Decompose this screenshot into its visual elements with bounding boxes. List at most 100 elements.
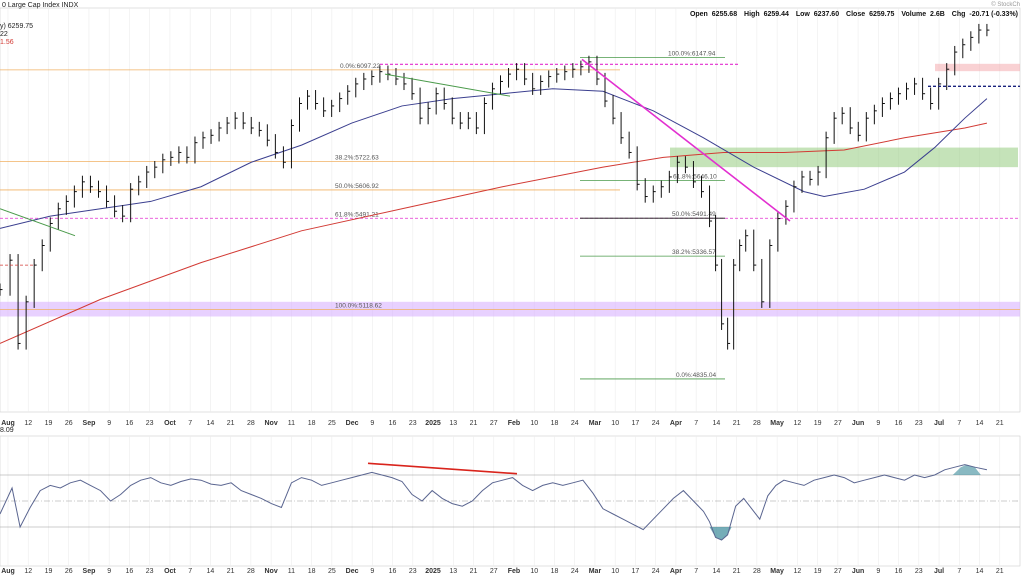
- fib-label-orange: 100.0%:5118.62: [335, 303, 382, 310]
- ma-200-line: [0, 122, 988, 344]
- fib-label-green: 50.0%:5491.49: [672, 211, 716, 218]
- x-tick-label-rsi: 24: [571, 568, 579, 575]
- x-tick-label-rsi: 23: [915, 568, 923, 575]
- fib-label-orange: 61.8%:5491.21: [335, 211, 379, 218]
- x-tick-label: 11: [288, 420, 295, 427]
- x-tick-label-rsi: Feb: [508, 568, 520, 575]
- x-tick-label-rsi: 21: [733, 568, 741, 575]
- x-tick-label: Feb: [508, 420, 520, 427]
- x-tick-label: Nov: [265, 420, 278, 427]
- x-tick-label: 2025: [425, 420, 441, 427]
- fib-label-green: 100.0%:6147.94: [668, 50, 716, 57]
- x-tick-label: 28: [247, 420, 255, 427]
- x-tick-label-rsi: 12: [24, 568, 32, 575]
- fib-label-orange: 50.0%:5606.92: [335, 183, 379, 190]
- x-tick-label-rsi: 16: [389, 568, 397, 575]
- resistance-zone-pink: [935, 63, 1020, 72]
- x-tick-label-rsi: 27: [834, 568, 842, 575]
- x-tick-label-rsi: 2025: [425, 568, 441, 575]
- x-tick-label: 23: [409, 420, 417, 427]
- x-tick-label-rsi: 23: [146, 568, 154, 575]
- x-tick-label-rsi: Dec: [346, 568, 359, 575]
- x-tick-label: Oct: [164, 420, 176, 427]
- x-tick-label-rsi: 19: [45, 568, 53, 575]
- x-tick-label: 18: [308, 420, 316, 427]
- trendline-green-top: [384, 73, 511, 97]
- fib-label-green: 61.8%:5646.10: [673, 173, 717, 180]
- x-tick-label: 7: [694, 420, 698, 427]
- x-tick-label: 14: [207, 420, 215, 427]
- chart-title: 0 Large Cap Index INDX: [2, 2, 79, 9]
- fib-label-orange: 0.0%:6097.22: [340, 63, 381, 70]
- x-tick-label: May: [770, 420, 784, 427]
- x-tick-label: 26: [65, 420, 73, 427]
- x-tick-label-rsi: 21: [470, 568, 478, 575]
- x-tick-label: 17: [632, 420, 640, 427]
- x-tick-label-rsi: 7: [694, 568, 698, 575]
- x-tick-label: 24: [652, 420, 660, 427]
- x-tick-label: 23: [146, 420, 154, 427]
- volume-label: Volume: [901, 11, 927, 18]
- fib-label-green: 38.2%:5336.57: [672, 249, 716, 256]
- x-tick-label-rsi: 7: [957, 568, 961, 575]
- x-tick-label: 10: [611, 420, 619, 427]
- x-tick-label: 16: [389, 420, 397, 427]
- close-label: Close: [846, 11, 866, 18]
- x-tick-label: 12: [793, 420, 801, 427]
- x-tick-label-rsi: 12: [793, 568, 801, 575]
- x-tick-label: 9: [107, 420, 111, 427]
- x-tick-label-rsi: 16: [895, 568, 903, 575]
- x-tick-label-rsi: 24: [652, 568, 660, 575]
- low-label: Low: [795, 11, 810, 18]
- x-tick-label: Jun: [852, 420, 864, 427]
- low-value: 6237.60: [813, 11, 840, 18]
- x-tick-label-rsi: 21: [996, 568, 1004, 575]
- volume-value: 2.6B: [930, 11, 945, 18]
- x-tick-label-rsi: 19: [814, 568, 822, 575]
- chg-label: Chg: [951, 11, 966, 18]
- x-tick-label: 21: [733, 420, 741, 427]
- x-tick-label-rsi: 10: [611, 568, 619, 575]
- x-tick-label-rsi: Aug: [1, 568, 15, 575]
- legend-stub-a: 22: [0, 31, 8, 38]
- rsi-label: 8.09: [0, 427, 14, 434]
- x-tick-label-rsi: 27: [490, 568, 498, 575]
- trendline-green-left: [0, 208, 76, 237]
- x-tick-label: 16: [126, 420, 134, 427]
- x-tick-label-rsi: 10: [530, 568, 538, 575]
- x-tick-label: 23: [915, 420, 923, 427]
- x-tick-label: 10: [530, 420, 538, 427]
- downtrend-line-magenta: [581, 58, 791, 222]
- legend-stub-b: 1.56: [0, 39, 14, 46]
- x-tick-label-rsi: May: [770, 568, 784, 575]
- ohlc-readout: Open 6255.68 High 6259.44 Low 6237.60 Cl…: [685, 11, 1018, 18]
- high-value: 6259.44: [763, 11, 789, 18]
- x-tick-label-rsi: Jun: [852, 568, 864, 575]
- x-tick-label: 13: [449, 420, 457, 427]
- price-panel-frame: [0, 7, 1021, 413]
- x-tick-label: 7: [188, 420, 192, 427]
- x-tick-label: 24: [571, 420, 579, 427]
- x-tick-label: 21: [470, 420, 478, 427]
- x-tick-label-rsi: 9: [876, 568, 880, 575]
- x-tick-label: 18: [551, 420, 559, 427]
- x-tick-label-rsi: Jul: [934, 568, 944, 575]
- x-tick-label: 14: [976, 420, 984, 427]
- x-tick-label-rsi: 9: [370, 568, 374, 575]
- open-value: 6255.68: [711, 11, 738, 18]
- x-tick-label-rsi: 14: [713, 568, 721, 575]
- x-tick-label: 14: [713, 420, 721, 427]
- ma-50-line: [0, 88, 988, 229]
- x-tick-label-rsi: 25: [328, 568, 336, 575]
- x-tick-label: Sep: [83, 420, 96, 427]
- x-tick-label: 21: [227, 420, 235, 427]
- x-tick-label: 25: [328, 420, 336, 427]
- x-tick-label-rsi: 26: [65, 568, 73, 575]
- x-tick-label-rsi: 14: [207, 568, 215, 575]
- x-tick-label: 9: [370, 420, 374, 427]
- x-tick-label-rsi: Sep: [83, 568, 96, 575]
- x-tick-label: 27: [490, 420, 498, 427]
- chg-value: -20.71 (-0.33%): [969, 11, 1018, 18]
- x-tick-label-rsi: 23: [409, 568, 417, 575]
